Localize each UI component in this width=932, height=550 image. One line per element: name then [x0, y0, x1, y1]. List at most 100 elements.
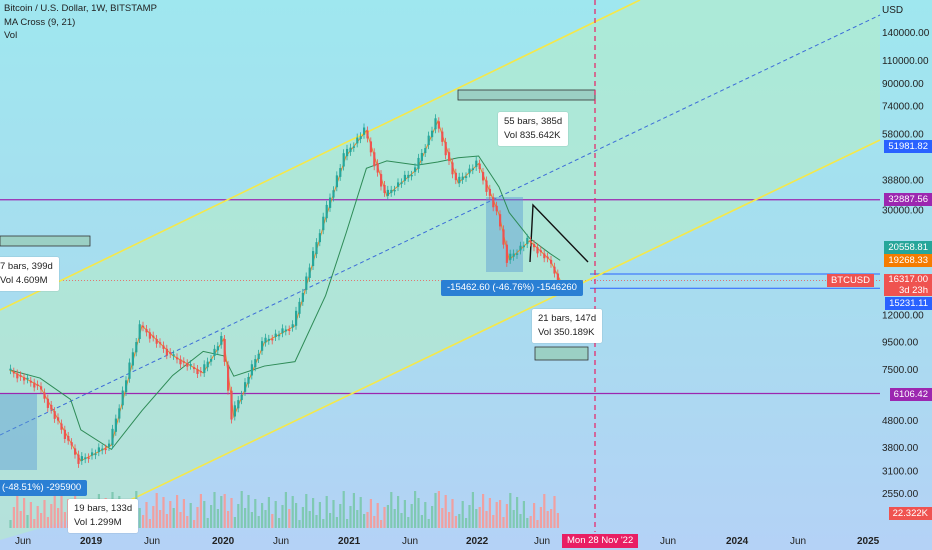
x-tick-label: 2022	[466, 536, 489, 547]
candle-body	[247, 376, 250, 384]
volume-bar	[407, 517, 410, 528]
volume-bar	[495, 502, 498, 528]
candle-body	[458, 176, 461, 184]
volume-bar	[536, 520, 539, 528]
x-tick-label: 2024	[726, 536, 749, 547]
volume-bar	[26, 515, 29, 528]
volume-bar	[499, 500, 502, 528]
candle-body	[264, 337, 267, 343]
x-tick-label: 2019	[80, 536, 103, 547]
volume-bar	[233, 517, 236, 528]
candle-body	[352, 146, 355, 148]
candle-body	[431, 130, 434, 138]
volume-bar	[492, 515, 495, 528]
volume-bar	[335, 517, 338, 528]
volume-bar	[505, 504, 508, 528]
y-tick-label: 3800.00	[882, 443, 919, 454]
volume-bar	[16, 494, 19, 528]
candle-body	[257, 353, 260, 360]
candle-body	[539, 250, 542, 253]
candle-body	[454, 172, 457, 181]
candle-body	[274, 333, 277, 338]
candle-body	[308, 267, 311, 278]
volume-bar	[550, 509, 553, 528]
candle-body	[43, 392, 46, 399]
price-badge: 16317.00 3d 23h	[884, 274, 932, 296]
candle-body	[519, 245, 522, 251]
last-price: 16317.00	[888, 274, 928, 285]
volume-bar	[284, 492, 287, 528]
volume-bar	[182, 499, 185, 528]
volume-bar	[308, 511, 311, 528]
x-tick-label: Jun	[402, 536, 418, 547]
y-tick-label: 9500.00	[882, 338, 919, 349]
volume-bar	[352, 493, 355, 528]
volume-bar	[162, 497, 165, 528]
volume-bar	[257, 516, 260, 528]
volume-bar	[444, 495, 447, 528]
volume-bar	[383, 507, 386, 528]
candle-body	[80, 456, 83, 461]
volume-bar	[227, 511, 230, 528]
volume-label[interactable]: Vol	[4, 30, 18, 41]
candle-body	[475, 160, 478, 167]
candle-body	[451, 162, 454, 175]
candle-body	[335, 175, 338, 188]
candle-body	[284, 329, 287, 332]
candle-body	[329, 197, 332, 208]
candle-body	[67, 435, 70, 441]
volume-bar	[223, 494, 226, 528]
volume-bar	[210, 505, 213, 528]
indicator-label[interactable]: MA Cross (9, 21)	[4, 17, 76, 28]
candle-body	[87, 457, 90, 459]
ma-fast-badge: 20558.81	[884, 241, 932, 254]
candle-body	[339, 168, 342, 177]
triangle-pattern	[529, 203, 589, 263]
candle-body	[233, 405, 236, 417]
candle-body	[556, 273, 559, 284]
volume-bar	[244, 508, 247, 528]
range-info-top: 55 bars, 385d Vol 835.642K	[498, 112, 569, 146]
candle-body	[281, 328, 284, 334]
candle-body	[529, 240, 532, 243]
volume-bar	[414, 491, 417, 528]
candle-body	[9, 368, 12, 371]
volume-bar	[485, 511, 488, 528]
candle-body	[271, 338, 274, 341]
ma-slow-badge: 19268.33	[884, 254, 932, 267]
candle-body	[111, 428, 114, 446]
volume-bar	[461, 501, 464, 528]
volume-bar	[339, 504, 342, 528]
volume-bar	[390, 492, 393, 528]
volume-bar	[291, 496, 294, 528]
volume-bar	[145, 502, 148, 528]
candle-body	[101, 448, 104, 451]
candle-body	[356, 137, 359, 144]
candle-body	[26, 377, 29, 380]
volume-bar	[329, 513, 332, 528]
volume-bar	[312, 498, 315, 528]
candle-body	[516, 253, 519, 255]
candle-body	[244, 382, 247, 392]
range-bars: 55 bars, 385d	[504, 116, 563, 127]
candle-body	[332, 190, 335, 198]
measure-label-left: (-48.51%) -295900	[0, 480, 88, 496]
y-tick-label: 58000.00	[882, 129, 924, 140]
range-volume: Vol 350.189K	[538, 327, 595, 338]
volume-bar	[397, 496, 400, 528]
candle-body	[104, 448, 107, 451]
volume-bar	[386, 505, 389, 528]
candle-body	[50, 404, 53, 410]
volume-bar	[315, 515, 318, 528]
volume-bar	[29, 502, 32, 528]
volume-bar	[36, 506, 39, 528]
candle-body	[424, 148, 427, 154]
volume-bar	[155, 493, 158, 528]
volume-bar	[420, 515, 423, 528]
range-bars: 19 bars, 133d	[74, 503, 133, 514]
volume-bar	[488, 498, 491, 528]
x-tick-label: 2025	[857, 536, 880, 547]
candle-body	[312, 251, 315, 267]
